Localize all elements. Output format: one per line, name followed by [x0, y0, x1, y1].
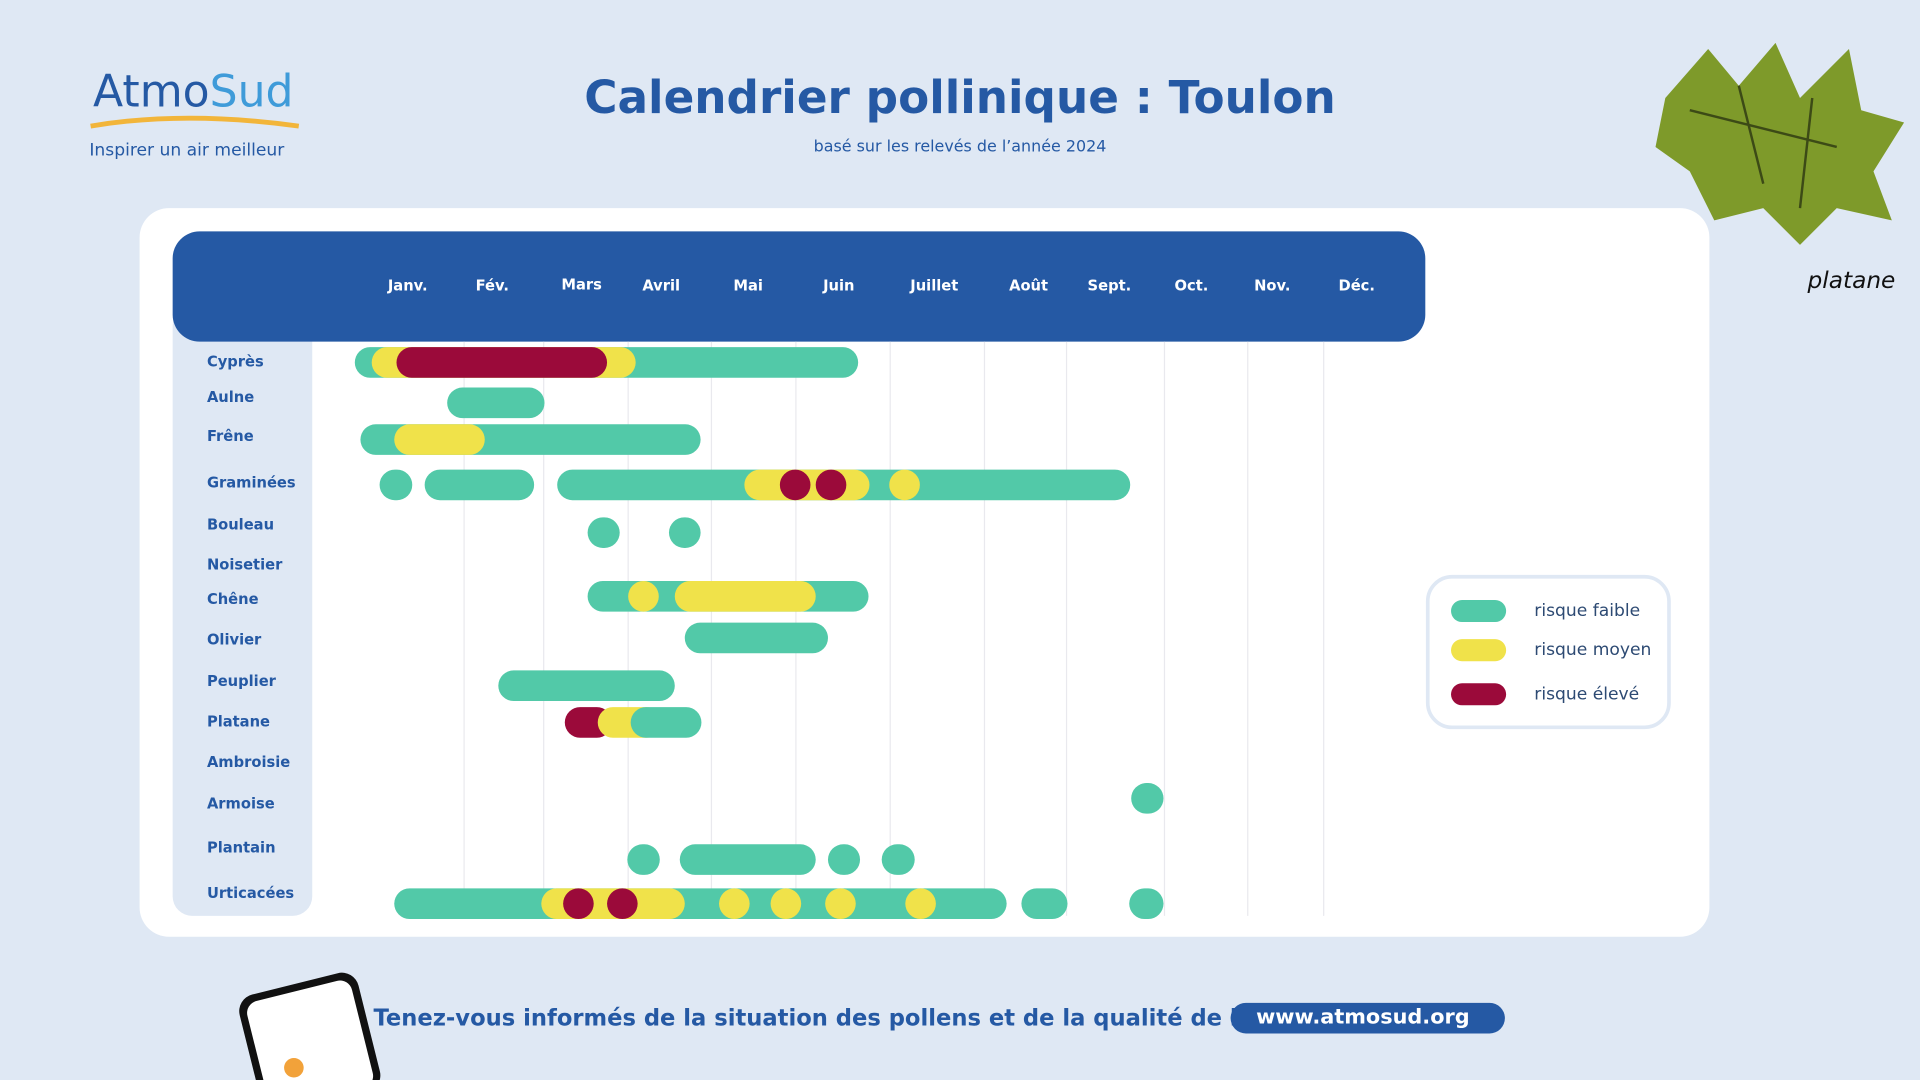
pollen-name: Aulne [207, 389, 254, 406]
pollen-period [674, 581, 816, 612]
title: Calendrier pollinique : Toulon [584, 71, 1336, 124]
month-header [172, 231, 1426, 342]
legend-label: risque élevé [1534, 684, 1639, 704]
logo-swoosh [90, 115, 300, 129]
pollen-period [447, 387, 545, 419]
legend-label: risque moyen [1534, 640, 1651, 660]
pollen-period [881, 844, 915, 875]
pollen-name: Frêne [207, 428, 254, 445]
pollen-period [770, 888, 802, 919]
logo-b: Sud [210, 66, 294, 117]
month-label: Mars [561, 276, 602, 293]
pollen-name: Armoise [207, 795, 275, 812]
pollen-period [587, 517, 620, 548]
name-column [172, 306, 313, 916]
pollen-period [394, 424, 485, 455]
pollen-period [498, 670, 675, 702]
pollen-period [905, 888, 936, 919]
pollen-name: Cyprès [207, 353, 264, 370]
pollen-period [424, 469, 535, 501]
month-label: Janv. [387, 278, 428, 295]
pollen-name: Graminées [207, 475, 296, 492]
pollen-period [1131, 783, 1164, 814]
pollen-period [889, 469, 920, 501]
month-label: Déc. [1339, 278, 1375, 295]
pollen-period [396, 347, 608, 378]
logo: AtmoSud [93, 66, 293, 117]
pollen-period [719, 888, 750, 919]
pollen-name: Noisetier [207, 557, 283, 574]
pollen-period [668, 517, 701, 548]
rows: Cyprès Aulne Frêne Graminées Bouleau Noisetie… [207, 347, 1164, 919]
month-label: Oct. [1175, 278, 1209, 295]
pollen-period [630, 707, 702, 738]
month-label: Sept. [1088, 278, 1132, 295]
legend: risque faible risque moyen risque élevé [1451, 600, 1651, 706]
pollen-period [628, 581, 659, 612]
pollen-name: Plantain [207, 840, 276, 857]
pollen-period [684, 622, 828, 654]
pollen-period [679, 844, 816, 875]
month-label: Mai [733, 278, 763, 295]
subtitle: basé sur les relevés de l’année 2024 [814, 136, 1107, 155]
pollen-period [815, 469, 847, 501]
pollen-period [563, 888, 594, 919]
pollen-name: Ambroisie [207, 754, 290, 771]
legend-swatch [1451, 600, 1507, 623]
pollen-name: Chêne [207, 591, 259, 608]
legend-swatch [1451, 639, 1507, 662]
pollen-name: Bouleau [207, 516, 274, 533]
logo-a: Atmo [93, 66, 210, 117]
pollen-period [1129, 888, 1164, 919]
link[interactable]: www.atmosud.org [1256, 1005, 1470, 1029]
pollen-period [779, 469, 811, 501]
footer-text: Tenez-vous informés de la situation des … [373, 1005, 1346, 1031]
month-label: Juillet [909, 278, 958, 295]
legend-label: risque faible [1534, 601, 1640, 621]
month-label: Août [1009, 278, 1048, 295]
pollen-period [1021, 888, 1068, 919]
phone-illustration [239, 972, 381, 1080]
pollen-name: Urticacées [207, 885, 294, 902]
pollen-period [627, 844, 660, 875]
month-label: Fév. [476, 278, 509, 295]
pollen-name: Olivier [207, 631, 262, 648]
month-label: Juin [822, 278, 854, 295]
link-pill[interactable] [1230, 1002, 1505, 1034]
pollen-period [379, 469, 413, 501]
pollen-period [607, 888, 638, 919]
month-label: Nov. [1254, 278, 1290, 295]
legend-swatch [1451, 683, 1507, 706]
tagline: Inspirer un air meilleur [89, 141, 285, 161]
pollen-period [827, 844, 861, 875]
grid: Janv. Fév. Mars Avril Mai Juin Juillet Août Sept… [387, 276, 1375, 916]
month-label: Avril [642, 278, 680, 295]
leaf-photo [1655, 42, 1905, 245]
photo-caption: platane [1806, 267, 1895, 294]
pollen-name: Platane [207, 713, 270, 730]
pollen-period [825, 888, 856, 919]
pollen-name: Peuplier [207, 673, 277, 690]
